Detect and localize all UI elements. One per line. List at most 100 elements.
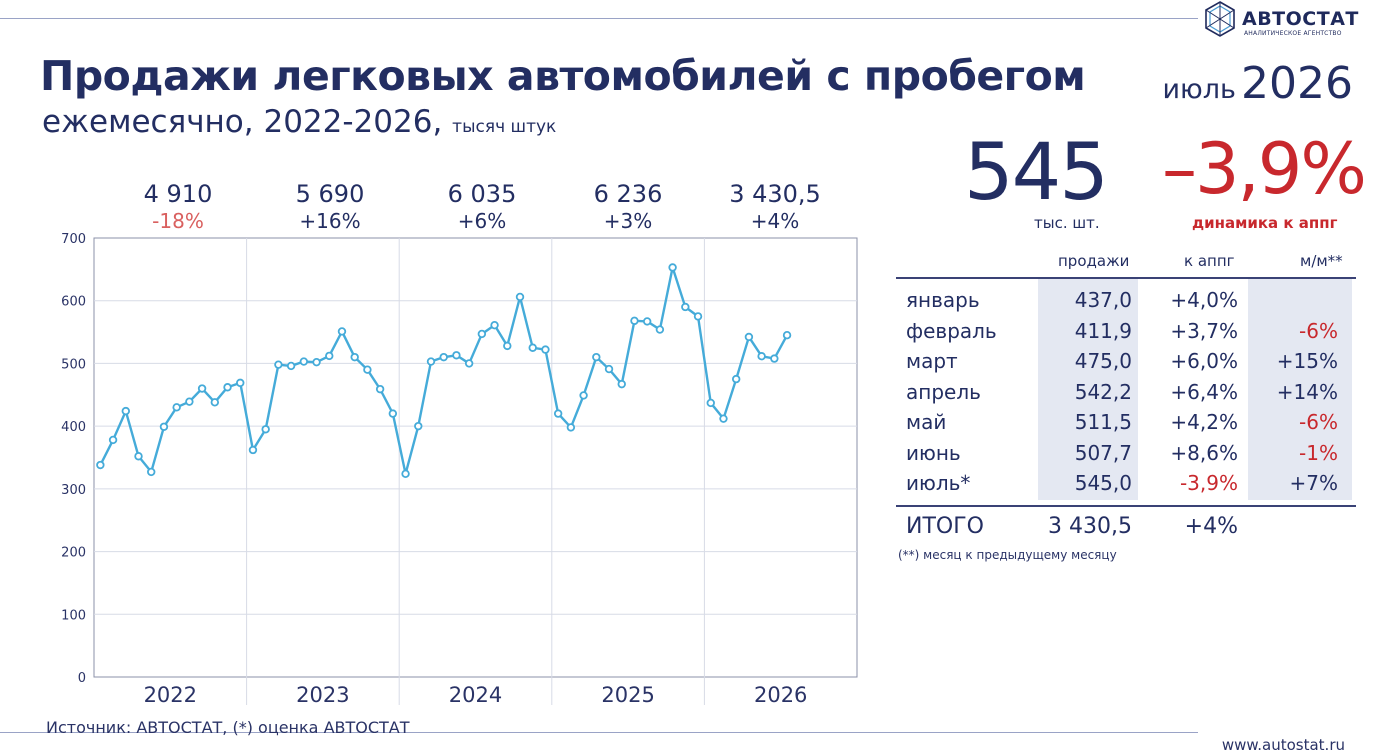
logo-tagline: АНАЛИТИЧЕСКОЕ АГЕНТСТВО	[1244, 30, 1342, 37]
kpi-sales-value: 545	[964, 128, 1109, 218]
year-total-change: +6%	[457, 209, 507, 233]
row-mom: +14%	[1276, 379, 1338, 404]
source-note: Источник: АВТОСТАТ, (*) оценка АВТОСТАТ	[46, 718, 410, 737]
data-point	[490, 320, 499, 330]
data-point	[172, 403, 181, 412]
data-point	[248, 445, 258, 455]
row-mom: +15%	[1276, 349, 1338, 373]
data-point	[286, 361, 296, 371]
data-point	[592, 352, 601, 362]
year-total-2022: 4 910 -18%	[108, 180, 248, 233]
row-month: январь	[906, 288, 980, 312]
y-tick-label: 700	[61, 232, 86, 247]
kpi-yoy-change: –3,9%	[1162, 128, 1367, 210]
mom-column-shade	[1248, 278, 1352, 500]
data-point	[553, 409, 563, 418]
row-mom: -6%	[1299, 318, 1338, 343]
data-point	[350, 352, 359, 362]
year-total-value: 6 035	[447, 180, 517, 208]
y-tick-label: 0	[78, 671, 86, 686]
data-point	[147, 467, 156, 477]
data-point	[782, 331, 792, 340]
data-point	[668, 263, 677, 272]
kpi-sales-unit: тыс. шт.	[1034, 214, 1100, 232]
data-point	[375, 384, 385, 394]
data-point	[299, 357, 309, 366]
sales-series-line	[99, 266, 789, 476]
subtitle-text: ежемесячно, 2022-2026,	[42, 104, 443, 140]
autostat-logo-icon	[1205, 1, 1235, 37]
row-sales: 545,0	[1074, 471, 1132, 495]
x-year-label: 2026	[754, 683, 807, 707]
site-link[interactable]: www.autostat.ru	[1221, 736, 1345, 754]
data-point	[337, 327, 347, 336]
row-sales: 507,7	[1074, 440, 1132, 465]
table-header-yoy: к аппг	[1184, 252, 1235, 270]
y-tick-label: 300	[61, 483, 86, 498]
data-point	[515, 292, 525, 302]
sales-column-shade	[1038, 278, 1138, 500]
data-point	[617, 379, 626, 389]
data-point	[642, 317, 652, 326]
table-header-mom: м/м**	[1300, 252, 1343, 270]
data-point	[604, 364, 614, 374]
x-year-label: 2022	[144, 683, 197, 707]
year-total-change: +16%	[299, 209, 361, 233]
y-tick-label: 200	[61, 546, 86, 561]
data-point	[477, 329, 487, 339]
data-point	[464, 359, 474, 368]
period-year: 2026	[1241, 58, 1353, 109]
kpi-yoy-label: динамика к аппг	[1192, 214, 1338, 232]
year-total-value: 6 236	[593, 180, 663, 208]
top-rule	[0, 18, 1198, 19]
data-point	[223, 383, 232, 392]
row-yoy: +8,6%	[1170, 440, 1238, 465]
year-total-2026: 3 430,5 +4%	[705, 180, 845, 233]
total-label: ИТОГО	[906, 514, 984, 539]
row-month: май	[906, 410, 947, 434]
row-month: июль*	[906, 471, 971, 495]
row-sales: 511,5	[1074, 410, 1132, 434]
data-point	[96, 460, 105, 470]
logo-name: АВТОСТАТ	[1242, 8, 1359, 30]
y-tick-label: 100	[61, 608, 86, 623]
subtitle-unit: тысяч штук	[452, 117, 557, 137]
year-total-change: -18%	[152, 209, 204, 233]
table-header-rule	[896, 277, 1356, 279]
row-mom: +7%	[1289, 471, 1339, 495]
data-point	[566, 423, 576, 432]
row-month: июнь	[906, 440, 961, 465]
data-point	[210, 398, 220, 407]
row-sales: 475,0	[1074, 349, 1132, 373]
row-yoy: +6,0%	[1170, 349, 1238, 373]
data-point	[197, 384, 207, 393]
page-subtitle: ежемесячно, 2022-2026, тысяч штук	[42, 104, 556, 140]
data-point	[630, 316, 639, 325]
data-point	[719, 414, 728, 423]
data-point	[414, 421, 423, 431]
table-header-sales: продажи	[1058, 252, 1130, 270]
data-point	[731, 374, 741, 384]
page-title: Продажи легковых автомобилей с пробегом	[40, 52, 1086, 100]
row-month: февраль	[906, 318, 997, 343]
data-point	[503, 341, 512, 351]
data-point	[706, 398, 715, 408]
row-yoy: +4,2%	[1170, 410, 1238, 434]
year-total-value: 3 430,5	[729, 180, 821, 208]
y-tick-label: 400	[61, 420, 86, 435]
year-total-2024: 6 035 +6%	[412, 180, 552, 233]
data-point	[757, 352, 766, 361]
data-point	[541, 345, 550, 354]
data-point	[274, 360, 283, 369]
bottom-rule	[0, 732, 1198, 733]
table-total-rule	[896, 505, 1356, 507]
data-point	[655, 325, 665, 334]
row-sales: 437,0	[1074, 288, 1132, 312]
data-point	[528, 343, 537, 352]
row-yoy: -3,9%	[1179, 471, 1238, 495]
x-year-label: 2023	[296, 683, 349, 707]
period-month: июль	[1162, 74, 1236, 105]
data-point	[159, 422, 169, 431]
data-point	[363, 365, 372, 374]
data-point	[134, 452, 143, 461]
